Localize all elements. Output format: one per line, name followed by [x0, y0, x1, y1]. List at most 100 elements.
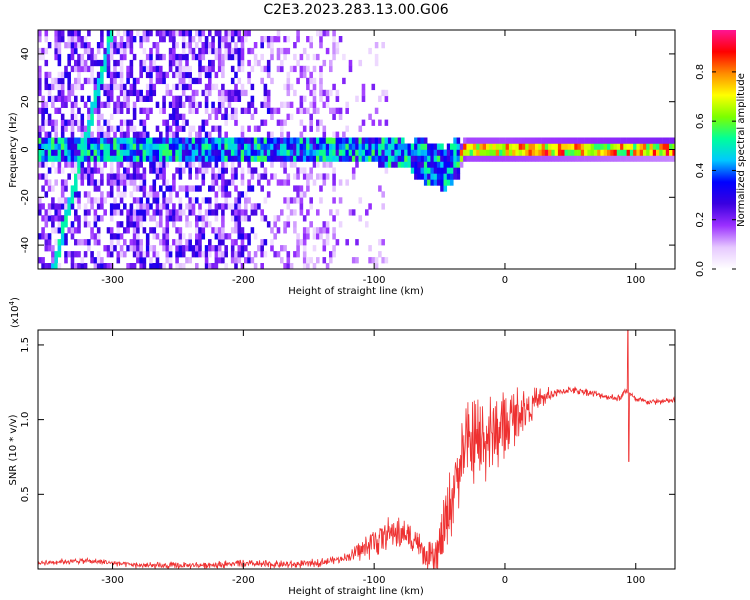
spectrogram-cell — [60, 77, 65, 85]
spectrogram-cell — [358, 149, 363, 156]
spectrogram-cell — [70, 161, 75, 168]
spectrogram-cell — [312, 179, 317, 186]
spectrogram-cell — [420, 143, 425, 150]
spectrogram-cell — [100, 113, 104, 120]
spectrogram-cell — [54, 30, 58, 37]
spectrogram-cell — [580, 149, 585, 156]
spectrogram-cell — [129, 239, 134, 246]
spectrogram-cell — [214, 30, 219, 37]
spectrogram-cell — [244, 197, 248, 204]
spectrogram-cell — [87, 209, 91, 216]
spectrogram-cell — [250, 167, 255, 174]
spectrogram-cell — [142, 65, 147, 73]
spectrogram-cell — [57, 167, 62, 174]
spectrogram-cell — [132, 36, 137, 43]
spectrogram-cell — [309, 221, 313, 228]
spectrogram-cell — [446, 161, 451, 168]
spectrogram-cell — [371, 149, 376, 156]
spectrogram-cell — [195, 221, 199, 228]
spectrogram-cell — [322, 239, 327, 246]
spectrogram-cell — [57, 83, 62, 91]
spectrogram-cell — [149, 149, 153, 156]
spectrogram-cell — [165, 149, 170, 156]
spectrogram-cell — [90, 203, 94, 210]
spectrogram-cell — [136, 203, 140, 210]
spectrogram-cell — [132, 125, 137, 132]
spectrogram-cell — [230, 89, 235, 97]
spectrogram-cell — [266, 101, 271, 108]
spectrogram-cell — [106, 36, 111, 43]
spectrogram-cell — [162, 101, 166, 108]
spectrogram-cell — [149, 161, 153, 168]
spectrogram-cell — [208, 47, 212, 55]
spectrogram-cell — [208, 137, 212, 144]
spectrogram-cell — [417, 137, 421, 144]
spectrogram-cell — [316, 30, 320, 37]
spectrogram-cell — [57, 221, 62, 228]
spectrogram-cell — [309, 77, 313, 85]
spectrogram-cell — [456, 167, 461, 174]
spectrogram-cell — [230, 30, 235, 37]
spectrogram-cell — [306, 107, 310, 114]
spectrogram-cell — [70, 137, 75, 144]
spectrogram-cell — [633, 155, 637, 162]
spectrogram-cell — [276, 143, 281, 150]
spectrogram-cell — [250, 209, 255, 216]
spectrogram-cell — [109, 191, 114, 198]
spectrogram-cell — [123, 95, 127, 102]
spectrogram-cell — [188, 95, 192, 102]
spectrogram-cell — [296, 185, 300, 192]
spectrogram-cell — [296, 107, 300, 114]
spectrogram-cell — [132, 89, 137, 97]
spectrogram-cell — [195, 42, 199, 49]
spectrogram-cell — [472, 143, 477, 150]
spectrogram-cell — [420, 149, 425, 156]
spectrogram-cell — [230, 215, 235, 222]
spectrogram-cell — [224, 179, 228, 186]
spectrogram-cell — [544, 143, 549, 150]
spectrogram-cell — [224, 149, 228, 156]
spectrogram-cell — [381, 155, 385, 162]
spectrogram-cell — [93, 149, 98, 156]
spectrogram-cell — [204, 167, 209, 174]
spectrogram-cell — [201, 155, 206, 162]
spectrogram-cell — [159, 53, 163, 61]
spectrogram-cell — [656, 155, 660, 162]
spectrogram-cell — [208, 239, 212, 246]
spectrogram-cell — [316, 53, 320, 61]
spectrogram-cell — [571, 155, 575, 162]
spectrogram-cell — [126, 137, 130, 144]
spectrogram-cell — [518, 137, 523, 144]
spectrogram-cell — [260, 137, 264, 144]
spectrogram-cell — [551, 137, 555, 144]
spectrogram-cell — [466, 143, 470, 150]
spectrogram-cell — [423, 167, 428, 174]
spectrogram-cell — [139, 155, 143, 162]
spectrogram-cell — [165, 227, 170, 234]
spectrogram-cell — [96, 119, 101, 126]
spectrogram-cell — [175, 59, 179, 67]
spectrogram-cell — [142, 137, 147, 144]
spectrogram-cell — [587, 149, 591, 156]
spectrogram-cell — [119, 233, 124, 240]
spectrogram-cell — [198, 125, 202, 132]
spectrogram-cell — [74, 77, 78, 85]
spectrogram-cell — [188, 167, 192, 174]
spectrogram-cell — [155, 149, 160, 156]
spectrogram-cell — [230, 65, 235, 73]
spectrogram-cell — [172, 119, 176, 126]
spectrogram-cell — [96, 179, 101, 186]
spectrogram-cell — [224, 245, 228, 252]
spectrogram-cell — [221, 251, 225, 258]
spectrogram-cell — [100, 191, 104, 198]
spectrogram-cell — [188, 143, 192, 150]
spectrogram-cell — [276, 65, 281, 73]
spectrogram-cell — [155, 47, 160, 55]
spectrogram-cell — [113, 233, 117, 240]
spectrogram-cell — [312, 95, 317, 102]
spectrogram-cell — [312, 83, 317, 91]
spectrogram-cell — [335, 149, 340, 156]
spectrogram-cell — [499, 143, 503, 150]
spectrogram-cell — [338, 155, 343, 162]
